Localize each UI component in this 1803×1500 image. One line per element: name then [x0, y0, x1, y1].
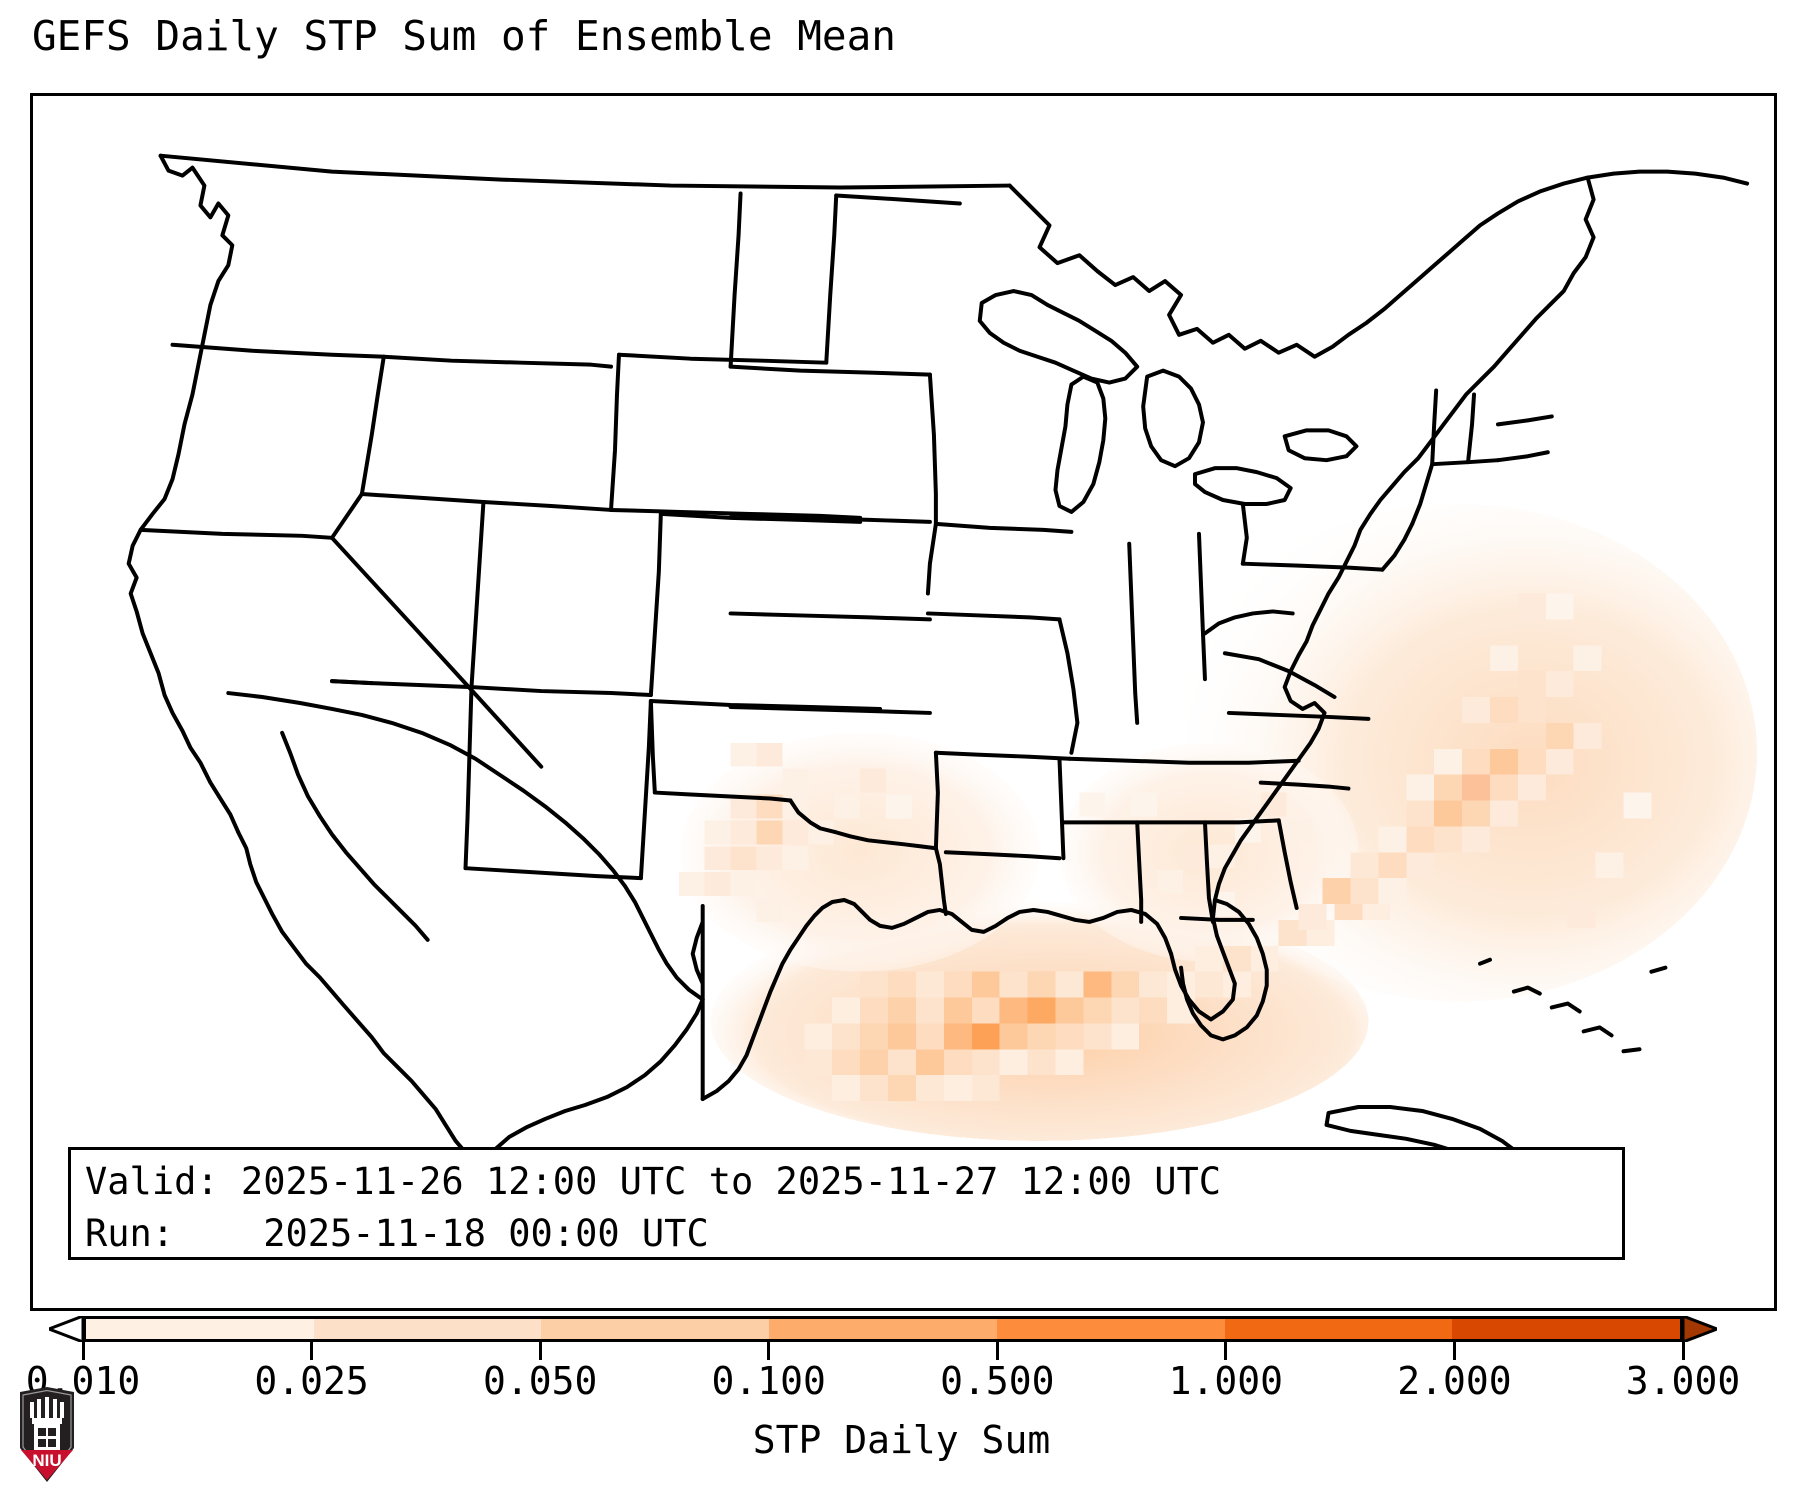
colorbar-tick-7 [1681, 1342, 1685, 1360]
colorbar-band-3 [769, 1319, 997, 1339]
colorbar-tick-label-2: 0.050 [482, 1359, 598, 1403]
colorbar-tick-5 [1224, 1342, 1228, 1360]
colorbar-tick-3 [767, 1342, 771, 1360]
page-title: GEFS Daily STP Sum of Ensemble Mean [32, 12, 896, 60]
colorbar-band-6 [1452, 1319, 1681, 1339]
colorbar-tick-0 [81, 1342, 85, 1360]
map-canvas [33, 96, 1774, 1308]
run-time-line: Run: 2025-11-18 00:00 UTC [85, 1212, 709, 1255]
colorbar-tick-label-3: 0.100 [711, 1359, 826, 1403]
colorbar-band-1 [313, 1319, 542, 1339]
colorbar-tick-label-5: 1.000 [1168, 1359, 1284, 1403]
colorbar-tick-2 [538, 1342, 542, 1360]
colorbar-tick-label-7: 3.000 [1625, 1359, 1741, 1403]
colorbar-band-4 [996, 1319, 1225, 1339]
valid-time-line: Valid: 2025-11-26 12:00 UTC to 2025-11-2… [85, 1160, 1222, 1203]
colorbar-tick-labels: 0.010 0.025 0.050 0.100 0.500 1.000 2.000 3.000 [0, 1359, 1803, 1409]
colorbar-tick-1 [310, 1342, 314, 1360]
colorbar-band-0 [86, 1319, 314, 1339]
info-box: Valid: 2025-11-26 12:00 UTC to 2025-11-2… [68, 1147, 1625, 1260]
colorbar-band-5 [1224, 1319, 1453, 1339]
colorbar-extend-high-arrow [1683, 1316, 1717, 1342]
colorbar-ticks [81, 1342, 1685, 1360]
colorbar-tick-4 [995, 1342, 999, 1360]
niu-logo-text: NIU [32, 1451, 61, 1470]
colorbar-axis-label: STP Daily Sum [752, 1418, 1051, 1462]
colorbar-bands [83, 1316, 1683, 1342]
colorbar-extend-low-arrow [49, 1316, 83, 1342]
colorbar-tick-label-6: 2.000 [1397, 1359, 1512, 1403]
colorbar[interactable]: 0.010 0.025 0.050 0.100 0.500 1.000 2.000 3.000 [0, 1311, 1803, 1403]
stp-field-layer [678, 503, 1758, 1141]
niu-logo: NIU [20, 1387, 74, 1482]
map-panel[interactable] [30, 93, 1777, 1311]
colorbar-band-2 [541, 1319, 770, 1339]
colorbar-tick-label-1: 0.025 [254, 1359, 369, 1403]
colorbar-tick-label-4: 0.500 [940, 1359, 1055, 1403]
colorbar-tick-6 [1452, 1342, 1456, 1360]
